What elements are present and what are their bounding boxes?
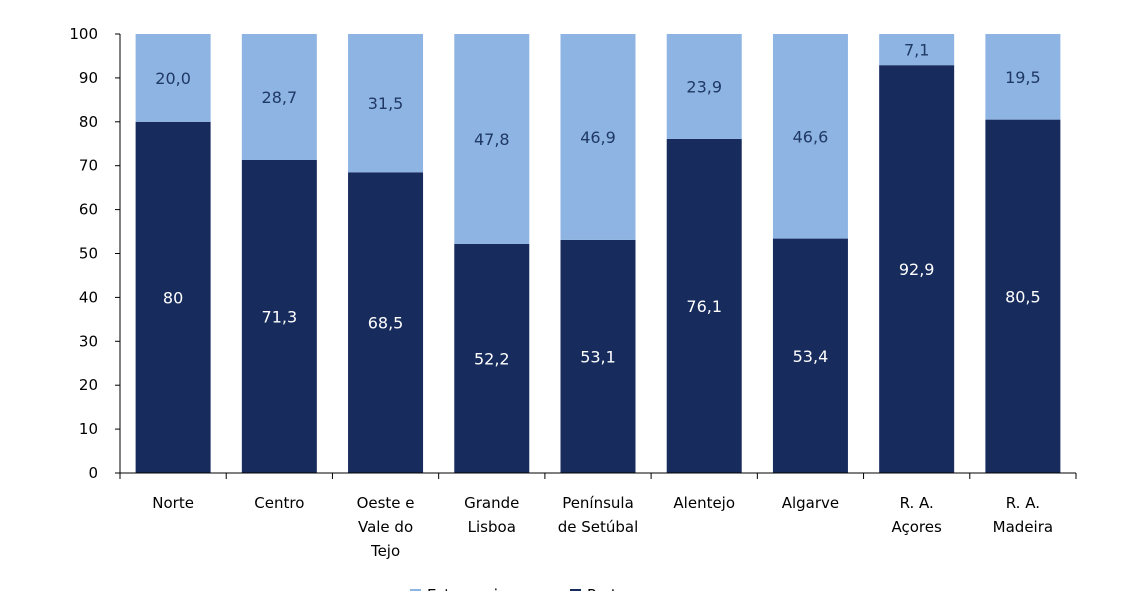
x-category-label-line: Península (562, 494, 634, 512)
data-label-estrangeiros-4: 46,9 (580, 128, 616, 147)
data-label-portugueses-2: 68,5 (368, 314, 404, 333)
legend-swatch-portugueses (570, 589, 581, 591)
data-label-estrangeiros-7: 7,1 (904, 41, 929, 60)
x-category-label-8: R. A. Madeira (993, 494, 1053, 536)
x-category-label-1: Centro (254, 494, 304, 512)
data-label-portugueses-7: 92,9 (899, 260, 935, 279)
data-labels-layer: 80 20,0 71,3 28,7 68,5 31,5 52,2 47,8 53,1 46,9 76… (155, 41, 1040, 369)
data-label-estrangeiros-6: 46,6 (793, 127, 829, 146)
x-category-label-2: Oeste e Vale do Tejo (357, 494, 415, 560)
bar-estrangeiros-5 (666, 34, 742, 139)
data-label-estrangeiros-0: 20,0 (155, 69, 191, 88)
x-category-label-line: Vale do (358, 518, 413, 536)
legend: Estrangeiros Portugueses (410, 586, 680, 591)
x-category-label-6: Algarve (782, 494, 839, 512)
data-label-estrangeiros-3: 47,8 (474, 130, 510, 149)
data-label-portugueses-1: 71,3 (262, 307, 298, 326)
bars-layer (135, 34, 1061, 474)
legend-swatch-estrangeiros (410, 589, 421, 591)
x-category-label-5: Alentejo (673, 494, 735, 512)
bar-portugueses-6 (772, 238, 848, 473)
y-axis: 0 10 20 30 40 50 60 70 80 90 100 (69, 25, 121, 482)
x-axis: Norte Centro Oeste e Vale do Tejo Grande Lisbo… (119, 472, 1077, 560)
bar-portugueses-0 (135, 121, 211, 474)
x-category-label-line: Norte (152, 494, 194, 512)
x-category-label-line: Lisboa (468, 518, 516, 536)
y-tick-label-60: 60 (79, 201, 98, 219)
x-category-label-0: Norte (152, 494, 194, 512)
x-category-label-line: R. A. (900, 494, 934, 512)
legend-label-portugueses: Portugueses (587, 586, 680, 591)
bar-estrangeiros-3 (454, 34, 530, 244)
y-tick-label-90: 90 (79, 69, 98, 87)
x-category-label-line: Tejo (370, 542, 400, 560)
bar-estrangeiros-6 (772, 34, 848, 239)
bar-estrangeiros-2 (348, 34, 424, 173)
bar-portugueses-7 (879, 65, 955, 473)
bar-portugueses-8 (985, 119, 1061, 473)
y-tick-label-30: 30 (79, 332, 98, 350)
data-label-estrangeiros-2: 31,5 (368, 94, 404, 113)
bar-portugueses-5 (666, 138, 742, 473)
x-category-label-line: Centro (254, 494, 304, 512)
data-label-estrangeiros-8: 19,5 (1005, 68, 1041, 87)
x-category-label-line: Oeste e (357, 494, 415, 512)
x-category-label-line: Açores (892, 518, 942, 536)
bar-estrangeiros-4 (560, 34, 636, 240)
y-tick-label-40: 40 (79, 288, 98, 306)
legend-label-estrangeiros: Estrangeiros (427, 586, 521, 591)
y-tick-label-100: 100 (69, 25, 98, 43)
bar-portugueses-1 (241, 159, 317, 474)
data-label-estrangeiros-5: 23,9 (686, 77, 722, 96)
x-category-label-7: R. A. Açores (892, 494, 942, 536)
x-category-label-line: de Setúbal (558, 518, 639, 536)
y-tick-label-80: 80 (79, 113, 98, 131)
data-label-portugueses-3: 52,2 (474, 349, 510, 368)
x-category-label-line: Madeira (993, 518, 1053, 536)
bar-portugueses-2 (348, 172, 424, 473)
x-category-label-line: Algarve (782, 494, 839, 512)
data-label-portugueses-0: 80 (163, 288, 183, 307)
y-tick-label-50: 50 (79, 245, 98, 263)
bar-estrangeiros-7 (879, 34, 955, 66)
bar-estrangeiros-8 (985, 34, 1061, 120)
x-category-label-4: Península de Setúbal (558, 494, 639, 536)
data-label-portugueses-4: 53,1 (580, 347, 616, 366)
x-category-label-line: Alentejo (673, 494, 735, 512)
y-tick-label-10: 10 (79, 420, 98, 438)
y-tick-label-20: 20 (79, 376, 98, 394)
data-label-portugueses-8: 80,5 (1005, 287, 1041, 306)
x-category-label-line: R. A. (1006, 494, 1040, 512)
y-tick-label-0: 0 (88, 464, 98, 482)
x-category-label-3: Grande Lisboa (464, 494, 519, 536)
data-label-portugueses-6: 53,4 (793, 347, 829, 366)
bar-estrangeiros-0 (135, 34, 211, 122)
bar-portugueses-4 (560, 239, 636, 473)
y-tick-label-70: 70 (79, 157, 98, 175)
bar-estrangeiros-1 (241, 34, 317, 160)
x-category-label-line: Grande (464, 494, 519, 512)
data-label-portugueses-5: 76,1 (686, 297, 722, 316)
data-label-estrangeiros-1: 28,7 (262, 88, 298, 107)
bar-portugueses-3 (454, 243, 530, 473)
